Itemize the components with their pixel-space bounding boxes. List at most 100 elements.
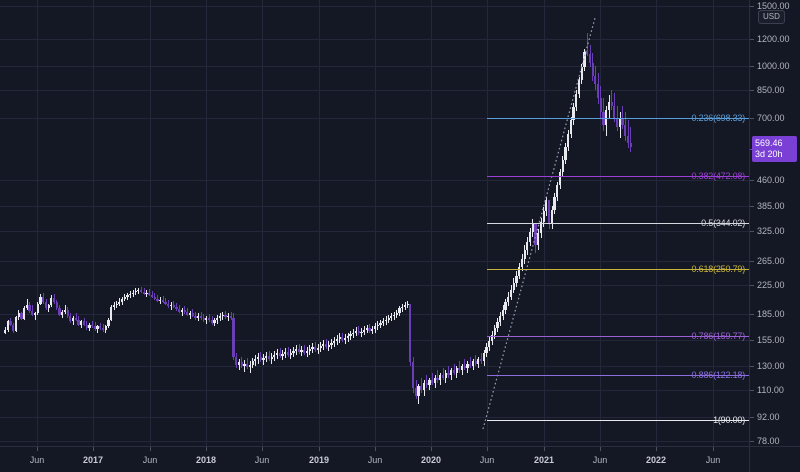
candle-body[interactable] xyxy=(295,348,298,351)
candle-body[interactable] xyxy=(262,358,265,361)
fib-level-line[interactable] xyxy=(487,118,749,119)
candle-body[interactable] xyxy=(414,387,417,396)
candle-body[interactable] xyxy=(218,316,222,318)
candle-body[interactable] xyxy=(183,310,186,313)
candle-body[interactable] xyxy=(523,250,526,260)
candle-body[interactable] xyxy=(221,314,224,317)
candle-body[interactable] xyxy=(480,359,483,362)
candle-body[interactable] xyxy=(455,368,458,373)
candle-body[interactable] xyxy=(159,299,162,301)
candle-body[interactable] xyxy=(346,336,349,339)
candle-body[interactable] xyxy=(232,317,235,358)
candle-body[interactable] xyxy=(583,52,586,68)
candle-body[interactable] xyxy=(344,338,347,340)
candle-body[interactable] xyxy=(237,362,241,365)
candle-body[interactable] xyxy=(292,350,295,353)
candle-body[interactable] xyxy=(120,298,124,303)
candle-body[interactable] xyxy=(55,302,58,308)
candle-body[interactable] xyxy=(180,310,183,312)
candle-body[interactable] xyxy=(145,292,148,294)
candle-body[interactable] xyxy=(607,102,611,110)
fib-level-line[interactable] xyxy=(487,176,749,177)
candle-body[interactable] xyxy=(297,348,300,352)
candle-body[interactable] xyxy=(33,313,37,315)
candle-body[interactable] xyxy=(96,326,99,329)
candle-body[interactable] xyxy=(213,320,216,323)
candle-body[interactable] xyxy=(273,354,276,358)
candle-body[interactable] xyxy=(278,352,281,356)
candle-body[interactable] xyxy=(392,314,396,317)
candle-body[interactable] xyxy=(169,304,173,307)
fib-level-line[interactable] xyxy=(487,269,749,270)
candle-body[interactable] xyxy=(276,352,279,355)
candle-body[interactable] xyxy=(341,337,344,340)
candle-body[interactable] xyxy=(406,303,409,306)
candle-body[interactable] xyxy=(526,241,529,251)
candle-body[interactable] xyxy=(188,313,192,315)
candle-body[interactable] xyxy=(509,289,513,297)
candle-body[interactable] xyxy=(14,317,18,331)
candle-body[interactable] xyxy=(556,184,559,197)
candle-body[interactable] xyxy=(178,309,181,312)
time-axis[interactable]: Jun 2017 Jun 2018 Jun 2019 Jun 2020 Jun 2021 Jun 20… xyxy=(0,446,800,472)
fib-level-line[interactable] xyxy=(487,223,749,224)
candle-body[interactable] xyxy=(150,294,154,297)
candle-body[interactable] xyxy=(469,363,472,366)
candle-body[interactable] xyxy=(436,377,439,381)
candle-body[interactable] xyxy=(101,328,105,330)
candle-body[interactable] xyxy=(85,324,88,329)
candle-body[interactable] xyxy=(441,375,445,378)
candle-body[interactable] xyxy=(118,302,121,304)
candle-body[interactable] xyxy=(425,382,428,386)
candle-body[interactable] xyxy=(460,365,464,371)
current-price-badge[interactable]: 569.46 3d 20h xyxy=(752,135,797,162)
candle-body[interactable] xyxy=(281,353,284,356)
candle-body[interactable] xyxy=(319,345,322,348)
candle-body[interactable] xyxy=(520,259,523,268)
candle-body[interactable] xyxy=(69,316,72,322)
candle-body[interactable] xyxy=(390,316,393,318)
candle-body[interactable] xyxy=(352,332,355,335)
candle-body[interactable] xyxy=(227,315,230,318)
candle-body[interactable] xyxy=(605,109,608,125)
candle-body[interactable] xyxy=(439,375,442,381)
candle-body[interactable] xyxy=(387,317,390,320)
candle-body[interactable] xyxy=(327,344,330,347)
candle-body[interactable] xyxy=(243,363,246,366)
candle-body[interactable] xyxy=(537,233,540,246)
candle-body[interactable] xyxy=(368,328,371,331)
candle-body[interactable] xyxy=(512,283,515,290)
candle-body[interactable] xyxy=(316,347,319,350)
candle-body[interactable] xyxy=(210,320,213,323)
candle-body[interactable] xyxy=(80,321,83,325)
candle-body[interactable] xyxy=(6,321,9,330)
candle-body[interactable] xyxy=(567,133,570,148)
candle-body[interactable] xyxy=(482,352,485,362)
candle-body[interactable] xyxy=(197,315,200,318)
candle-body[interactable] xyxy=(25,305,28,308)
candle-body[interactable] xyxy=(452,370,455,373)
candle-body[interactable] xyxy=(365,328,368,330)
candle-body[interactable] xyxy=(338,337,341,339)
candle-body[interactable] xyxy=(267,355,271,360)
candle-body[interactable] xyxy=(471,361,475,366)
candle-body[interactable] xyxy=(61,311,64,315)
candle-body[interactable] xyxy=(463,365,466,369)
candle-body[interactable] xyxy=(23,307,26,319)
candle-body[interactable] xyxy=(496,322,499,329)
candle-body[interactable] xyxy=(575,93,578,107)
candle-body[interactable] xyxy=(254,359,257,362)
candle-body[interactable] xyxy=(333,340,336,343)
candle-body[interactable] xyxy=(205,317,208,321)
candle-body[interactable] xyxy=(591,62,594,77)
candle-body[interactable] xyxy=(488,340,491,347)
candle-body[interactable] xyxy=(371,328,374,331)
candle-body[interactable] xyxy=(354,330,358,333)
candle-body[interactable] xyxy=(431,380,434,383)
candle-body[interactable] xyxy=(553,196,556,210)
candle-body[interactable] xyxy=(72,317,75,322)
candle-body[interactable] xyxy=(194,315,197,318)
candle-body[interactable] xyxy=(474,361,477,364)
candle-body[interactable] xyxy=(624,124,627,136)
candle-body[interactable] xyxy=(376,324,379,327)
